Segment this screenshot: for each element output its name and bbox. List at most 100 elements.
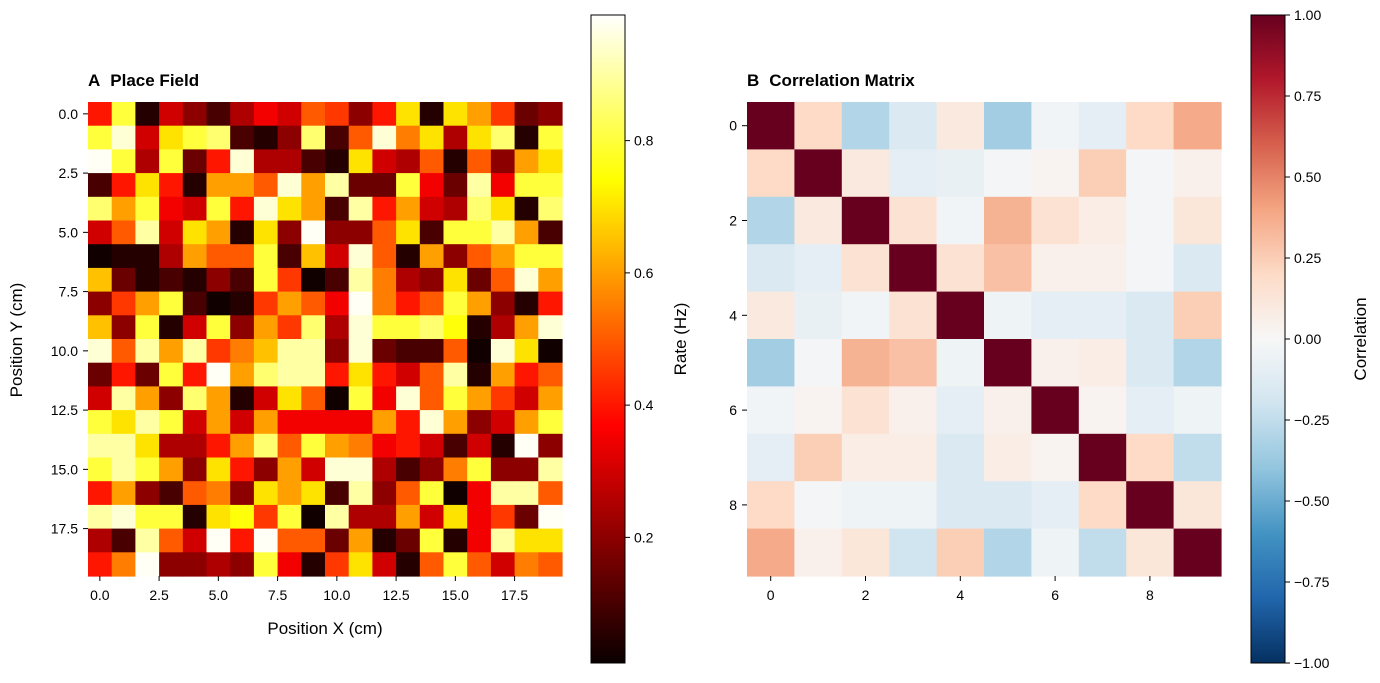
place-field-cell [348, 244, 373, 269]
place-field-cell [325, 125, 350, 150]
place-field-cell [182, 552, 208, 577]
place-field-cell [277, 410, 302, 435]
place-field-cell [419, 528, 445, 553]
correlation-cell [794, 481, 843, 530]
panel-b-x-ticks: 0 2 4 6 8 [767, 576, 1154, 603]
place-field-cell [467, 339, 492, 364]
correlation-cell [936, 386, 985, 435]
place-field-cell [396, 504, 421, 530]
place-field-cell [277, 504, 302, 530]
correlation-cell [841, 528, 890, 577]
correlation-cell [794, 291, 843, 340]
place-field-cell [206, 196, 231, 222]
place-field-cell [277, 244, 302, 269]
correlation-cell [1031, 149, 1080, 198]
correlation-cell [936, 102, 985, 150]
correlation-cell [889, 528, 938, 577]
place-field-cell [206, 220, 231, 245]
correlation-colorbar-label: Correlation [1351, 297, 1370, 380]
panel-a-x-tick-label: 7.5 [268, 587, 288, 603]
place-field-cell [301, 410, 326, 435]
correlation-cell [1078, 291, 1127, 340]
place-field-cell [514, 481, 539, 506]
panel-b-y-tick-label: 0 [729, 118, 737, 134]
place-field-cell [206, 244, 231, 269]
place-field-cell [538, 386, 563, 411]
place-field-cell [301, 291, 326, 316]
correlation-cell [841, 433, 890, 482]
place-field-cell [514, 149, 539, 174]
place-field-cell [230, 386, 255, 411]
place-field-cell [277, 552, 302, 577]
place-field-cell [396, 481, 421, 506]
place-field-cell [277, 267, 302, 293]
place-field-cell [159, 362, 184, 387]
correlation-cell [841, 102, 890, 150]
place-field-cell [135, 220, 160, 245]
place-field-heatmap [88, 102, 563, 577]
place-field-cell [325, 410, 350, 435]
place-field-cell [253, 528, 279, 553]
place-field-cell [419, 220, 445, 245]
correlation-cell [889, 196, 938, 245]
correlation-colorbar-tick-label: −0.25 [1294, 412, 1330, 428]
correlation-colorbar-tick-label: 0.75 [1294, 88, 1321, 104]
place-field-cell [419, 504, 445, 530]
place-field-cell [538, 291, 563, 316]
correlation-cell [841, 481, 890, 530]
correlation-cell [984, 196, 1032, 245]
place-field-cell [253, 386, 279, 411]
place-field-cell [538, 410, 563, 435]
place-field-cell [348, 528, 373, 553]
place-field-cell [135, 457, 160, 482]
correlation-cell [1031, 244, 1080, 293]
place-field-cell [490, 386, 516, 411]
panel-a-y-tick-label: 2.5 [59, 165, 79, 181]
place-field-cell [467, 173, 492, 198]
place-field-cell [396, 291, 421, 316]
place-field-cell [253, 315, 279, 340]
correlation-cell [1126, 339, 1175, 387]
correlation-colorbar [1250, 14, 1286, 664]
place-field-cell [182, 125, 208, 150]
correlation-cell [794, 339, 843, 387]
place-field-cell [325, 433, 350, 459]
place-field-cell [443, 481, 468, 506]
place-field-cell [277, 457, 302, 482]
correlation-cell [1126, 528, 1175, 577]
place-field-cell [88, 481, 113, 506]
place-field-cell [135, 481, 160, 506]
place-field-cell [538, 102, 563, 127]
place-field-cell [325, 504, 350, 530]
correlation-cell [936, 244, 985, 293]
place-field-cell [277, 102, 302, 127]
place-field-cell [538, 244, 563, 269]
place-field-cell [301, 196, 326, 222]
place-field-cell [467, 528, 492, 553]
place-field-cell [348, 457, 373, 482]
place-field-cell [301, 339, 326, 364]
place-field-cell [135, 267, 160, 293]
place-field-cell [159, 552, 184, 577]
correlation-cell [1126, 102, 1175, 150]
correlation-cell [889, 433, 938, 482]
place-field-cell [514, 196, 539, 222]
place-field-cell [348, 362, 373, 387]
rate-colorbar [590, 14, 626, 664]
place-field-cell [538, 433, 563, 459]
place-field-cell [372, 339, 397, 364]
correlation-cell [889, 481, 938, 530]
place-field-cell [230, 244, 255, 269]
panel-b-y-ticks: 0 2 4 6 8 [729, 118, 747, 513]
correlation-cell [984, 244, 1032, 293]
place-field-cell [514, 291, 539, 316]
place-field-cell [348, 410, 373, 435]
place-field-cell [301, 433, 326, 459]
correlation-cell [1078, 433, 1127, 482]
rate-colorbar-tick-label: 0.2 [634, 529, 654, 545]
place-field-cell [88, 244, 113, 269]
place-field-cell [159, 315, 184, 340]
place-field-cell [182, 339, 208, 364]
place-field-cell [443, 362, 468, 387]
correlation-cell [984, 339, 1032, 387]
